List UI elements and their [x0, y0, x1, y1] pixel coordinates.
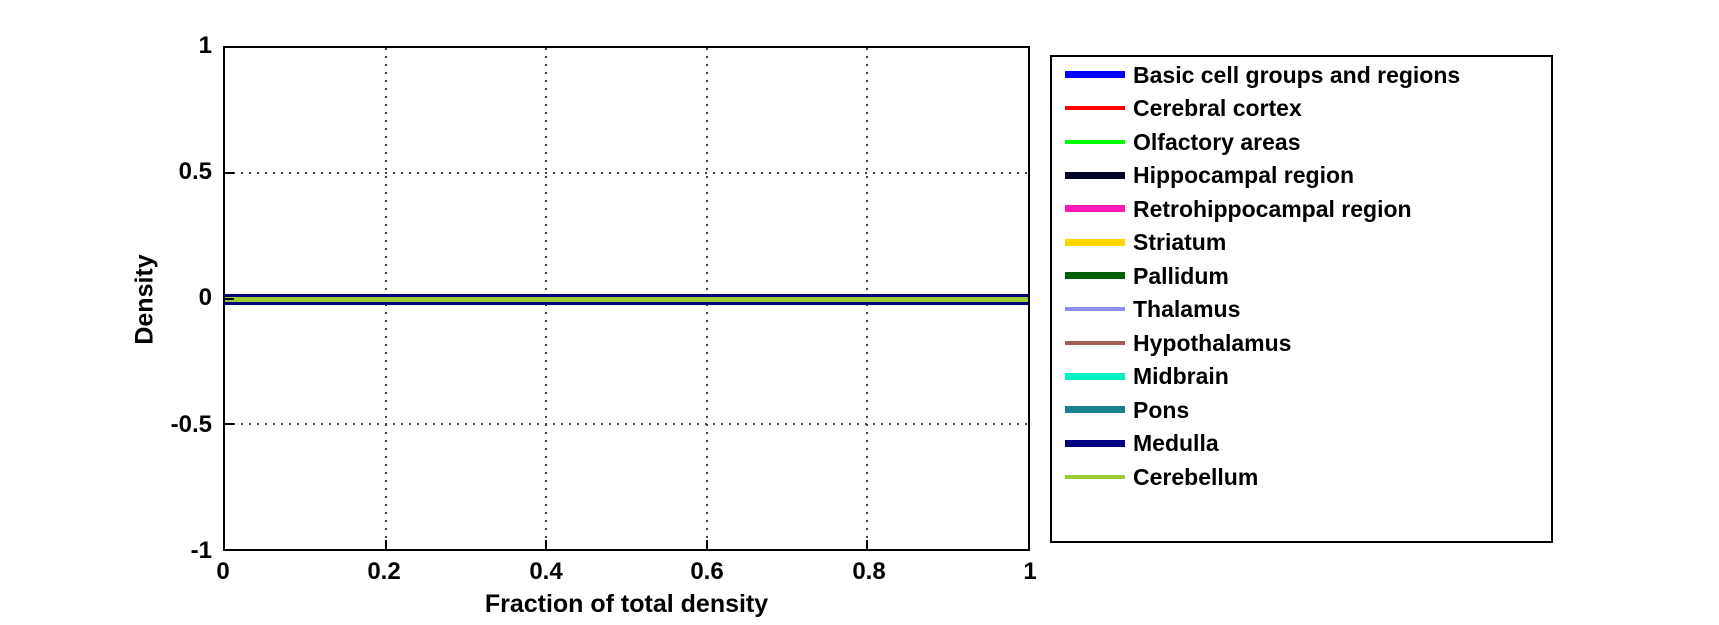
legend-line-swatch: [1065, 238, 1125, 246]
x-tick-mark: [545, 540, 548, 549]
legend-item: Cerebral cortex: [1052, 92, 1551, 126]
plot-area: [223, 46, 1030, 551]
y-tick-label: 0.5: [178, 158, 212, 185]
legend-item-label: Medulla: [1133, 430, 1219, 457]
legend-line-swatch: [1065, 406, 1125, 414]
legend-item: Cerebellum: [1052, 460, 1551, 494]
gridline-horizontal: [225, 172, 1028, 175]
legend-item-label: Midbrain: [1133, 363, 1229, 390]
legend-line-swatch: [1065, 272, 1125, 280]
x-tick-mark: [384, 540, 387, 549]
legend-item: Pallidum: [1052, 259, 1551, 293]
legend-item: Basic cell groups and regions: [1052, 58, 1551, 92]
legend-line-swatch: [1065, 71, 1125, 79]
legend-item-label: Basic cell groups and regions: [1133, 61, 1461, 88]
legend-item-label: Pallidum: [1133, 262, 1229, 289]
y-tick-mark: [225, 297, 234, 300]
data-lines-band: [225, 293, 1028, 305]
legend-line-swatch: [1065, 439, 1125, 447]
legend-line-swatch: [1065, 106, 1125, 111]
legend-item-label: Hypothalamus: [1133, 329, 1292, 356]
legend-line-swatch: [1065, 205, 1125, 213]
legend-line-swatch: [1065, 171, 1125, 179]
legend-item-label: Hippocampal region: [1133, 162, 1355, 189]
y-axis-title: Density: [130, 254, 159, 345]
y-tick-label: -0.5: [170, 411, 212, 438]
legend-item: Hypothalamus: [1052, 326, 1551, 360]
legend-item: Hippocampal region: [1052, 159, 1551, 193]
y-tick-mark: [225, 172, 234, 175]
y-tick-label: 0: [198, 284, 212, 311]
legend-item-label: Retrohippocampal region: [1133, 195, 1412, 222]
gridline-horizontal: [225, 422, 1028, 425]
x-tick-label: 0.4: [529, 558, 563, 585]
legend-line-swatch: [1065, 139, 1125, 144]
y-tick-mark: [225, 422, 234, 425]
x-tick-label: 0: [216, 558, 230, 585]
x-axis-title: Fraction of total density: [484, 590, 769, 618]
legend-line-swatch: [1065, 372, 1125, 380]
legend-item: Striatum: [1052, 226, 1551, 260]
legend-item-label: Striatum: [1133, 229, 1227, 256]
legend-item-label: Thalamus: [1133, 296, 1241, 323]
y-tick-label: 1: [198, 32, 212, 59]
x-tick-label: 0.8: [852, 558, 886, 585]
legend-item-label: Olfactory areas: [1133, 128, 1301, 155]
y-tick-label: -1: [190, 537, 212, 564]
legend-item: Pons: [1052, 393, 1551, 427]
legend-item: Retrohippocampal region: [1052, 192, 1551, 226]
x-tick-label: 0.2: [367, 558, 401, 585]
x-tick-mark: [705, 540, 708, 549]
legend-line-swatch: [1065, 307, 1125, 312]
legend-line-swatch: [1065, 340, 1125, 345]
data-line-cerebellum: [225, 296, 1028, 302]
x-tick-mark: [866, 540, 869, 549]
legend-item: Olfactory areas: [1052, 125, 1551, 159]
legend-item: Medulla: [1052, 427, 1551, 461]
legend-item: Midbrain: [1052, 360, 1551, 394]
legend-item-label: Pons: [1133, 396, 1190, 423]
legend-line-swatch: [1065, 474, 1125, 479]
legend-item-label: Cerebral cortex: [1133, 95, 1302, 122]
x-tick-label: 0.6: [690, 558, 724, 585]
legend-box: Basic cell groups and regions Cerebral c…: [1050, 55, 1553, 543]
x-tick-label: 1: [1023, 558, 1037, 585]
legend-item: Thalamus: [1052, 293, 1551, 327]
legend-item-label: Cerebellum: [1133, 463, 1259, 490]
